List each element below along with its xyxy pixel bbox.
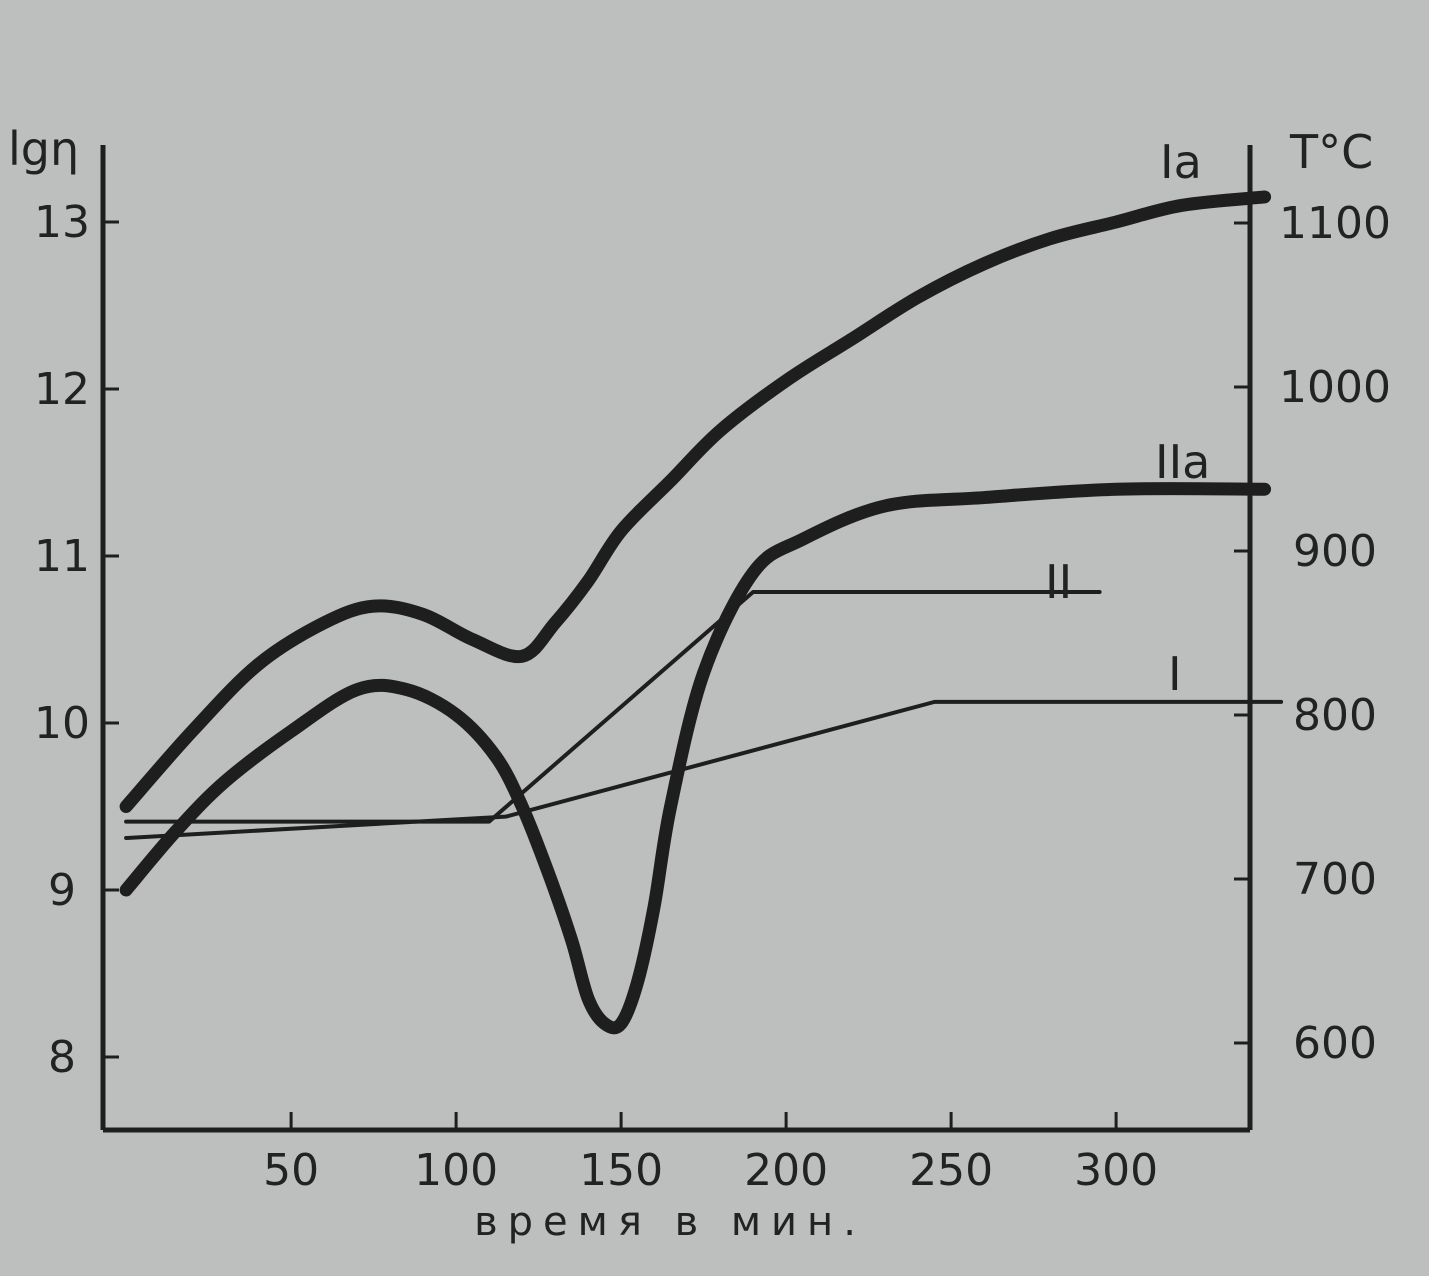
chart-series — [119, 190, 1284, 1035]
y-right-tick-label: 1000 — [1279, 362, 1391, 413]
y-right-tick-label: 1100 — [1279, 198, 1391, 249]
series-label-Ia: Ia — [1160, 135, 1202, 189]
y-left-tick-label: 10 — [34, 698, 90, 749]
x-tick-label: 50 — [263, 1145, 319, 1196]
y-right-tick-label: 600 — [1293, 1018, 1377, 1069]
y-left-tick-label: 13 — [34, 197, 90, 248]
y-right-tick-label: 900 — [1293, 526, 1377, 577]
series-line-Ia — [119, 190, 1272, 813]
y-right-tick-label: 800 — [1293, 690, 1377, 741]
x-tick-label: 300 — [1074, 1145, 1158, 1196]
series-line-IIa — [119, 482, 1272, 1035]
series-label-IIa: IIa — [1155, 435, 1210, 489]
x-tick-label: 250 — [909, 1145, 993, 1196]
x-axis-title: время в мин. — [474, 1199, 866, 1245]
series-label-I: I — [1168, 647, 1182, 701]
y-left-tick-label: 9 — [48, 865, 76, 916]
x-tick-label: 200 — [744, 1145, 828, 1196]
chart-labels: lgη T°C время в мин. Ia IIa II I — [8, 122, 1373, 1245]
chart-axes — [100, 145, 1253, 1133]
y-left-tick-label: 11 — [34, 531, 90, 582]
y-right-tick-label: 700 — [1293, 854, 1377, 905]
series-label-II: II — [1045, 555, 1072, 609]
y-axis-right-title: T°C — [1289, 125, 1373, 179]
x-tick-label: 100 — [414, 1145, 498, 1196]
y-left-tick-label: 12 — [34, 364, 90, 415]
series-line-I — [124, 699, 1284, 840]
y-axis-left-title: lgη — [8, 122, 79, 176]
x-tick-label: 150 — [579, 1145, 663, 1196]
y-left-tick-label: 8 — [48, 1032, 76, 1083]
chart-ticks: 50 100 150 200 250 300 8 9 10 11 12 13 600 700 800 900 1… — [34, 197, 1391, 1196]
series-line-II — [124, 590, 1102, 824]
